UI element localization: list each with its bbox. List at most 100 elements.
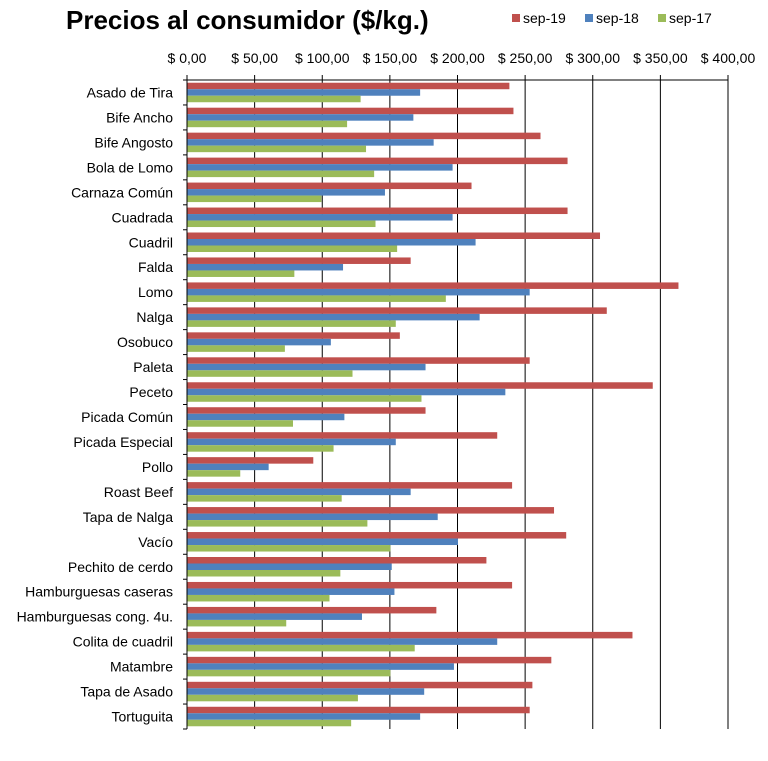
bar-sep-19-1 <box>187 107 514 115</box>
bar-sep-17-1 <box>187 120 348 128</box>
category-label: Falda <box>138 259 173 275</box>
bar-sep-17-15 <box>187 470 241 477</box>
bar-sep-18-15 <box>187 463 269 471</box>
legend-swatch-sep-18 <box>585 14 593 22</box>
x-tick-label: $ 50,00 <box>231 50 278 66</box>
chart-title: Precios al consumidor ($/kg.) <box>66 5 429 35</box>
bar-sep-19-8 <box>187 282 679 289</box>
bar-sep-17-14 <box>187 445 334 452</box>
bar-sep-19-4 <box>187 182 472 190</box>
bar-sep-18-13 <box>187 413 345 421</box>
category-label: Nalga <box>136 309 173 325</box>
bar-sep-18-25 <box>187 713 421 720</box>
category-label: Pechito de cerdo <box>68 559 173 575</box>
category-label: Osobuco <box>117 334 173 350</box>
bar-sep-19-22 <box>187 631 633 639</box>
category-label: Tapa de Nalga <box>83 509 174 525</box>
category-label: Bife Angosto <box>94 134 173 150</box>
bar-sep-19-25 <box>187 706 530 714</box>
bar-sep-18-3 <box>187 164 453 171</box>
bar-sep-17-21 <box>187 619 287 627</box>
bar-sep-19-14 <box>187 432 498 439</box>
bar-sep-18-6 <box>187 239 476 246</box>
bar-sep-18-0 <box>187 89 421 96</box>
category-label: Asado de Tira <box>87 84 174 100</box>
category-label: Pollo <box>142 459 173 475</box>
bar-sep-17-8 <box>187 295 446 302</box>
bar-sep-19-2 <box>187 132 541 140</box>
bar-sep-17-0 <box>187 95 361 103</box>
x-tick-label: $ 200,00 <box>430 50 485 66</box>
bar-sep-17-11 <box>187 370 353 377</box>
bar-sep-18-23 <box>187 663 454 670</box>
bar-sep-17-5 <box>187 220 376 228</box>
bar-sep-18-4 <box>187 189 385 196</box>
category-labels: Asado de Tira Bife Ancho Bife Angosto Bola … <box>17 84 174 724</box>
category-label: Vacío <box>138 534 173 550</box>
bar-sep-17-2 <box>187 145 367 153</box>
bar-sep-18-20 <box>187 588 395 595</box>
bar-sep-17-17 <box>187 520 368 527</box>
bar-sep-19-18 <box>187 532 567 539</box>
x-tick-label: $ 400,00 <box>701 50 756 66</box>
bar-sep-18-2 <box>187 139 434 146</box>
bar-sep-19-24 <box>187 681 533 689</box>
x-tick-label: $ 250,00 <box>498 50 553 66</box>
bar-sep-19-5 <box>187 207 568 215</box>
x-tick-label: $ 300,00 <box>566 50 621 66</box>
category-label: Bola de Lomo <box>87 159 174 175</box>
bar-sep-19-13 <box>187 407 426 414</box>
bar-sep-17-22 <box>187 644 415 652</box>
x-tick-label: $ 0,00 <box>168 50 207 66</box>
category-label: Carnaza Común <box>71 184 173 200</box>
category-label: Colita de cuadril <box>73 634 173 650</box>
category-label: Matambre <box>110 659 173 675</box>
bar-sep-19-0 <box>187 82 510 90</box>
bar-sep-17-24 <box>187 694 358 702</box>
bar-sep-19-19 <box>187 557 487 564</box>
bar-sep-18-5 <box>187 214 453 221</box>
bar-sep-18-22 <box>187 638 498 645</box>
bar-sep-17-10 <box>187 345 285 352</box>
category-label: Picada Común <box>81 409 173 425</box>
bar-sep-18-8 <box>187 288 530 296</box>
category-label: Peceto <box>129 384 173 400</box>
bar-sep-19-17 <box>187 507 555 514</box>
bar-sep-17-6 <box>187 245 398 252</box>
bar-sep-17-7 <box>187 270 295 277</box>
bar-sep-17-9 <box>187 320 396 327</box>
bar-sep-19-12 <box>187 382 653 389</box>
bar-sep-19-11 <box>187 357 530 364</box>
x-tick-label: $ 150,00 <box>363 50 418 66</box>
bar-sep-18-14 <box>187 438 396 446</box>
bar-sep-17-25 <box>187 719 352 727</box>
x-axis-ticks: $ 0,00 $ 50,00 $ 100,00 $ 150,00 $ 200,00 $ 2… <box>168 50 756 66</box>
x-tick-label: $ 350,00 <box>633 50 688 66</box>
bar-sep-18-24 <box>187 688 425 695</box>
legend-label: sep-19 <box>523 10 566 26</box>
bar-sep-19-6 <box>187 232 601 239</box>
category-label: Picada Especial <box>73 434 173 450</box>
legend-label: sep-17 <box>669 10 712 26</box>
bar-sep-17-18 <box>187 545 391 552</box>
bar-sep-18-19 <box>187 563 392 570</box>
bar-sep-18-12 <box>187 388 506 396</box>
bar-sep-17-20 <box>187 594 330 602</box>
bar-sep-19-23 <box>187 656 552 664</box>
bar-sep-18-16 <box>187 488 411 496</box>
category-label: Tapa de Asado <box>80 684 173 700</box>
category-label: Tortuguita <box>112 709 174 725</box>
bar-sep-19-3 <box>187 157 568 165</box>
bar-sep-18-17 <box>187 513 438 521</box>
category-label: Roast Beef <box>104 484 173 500</box>
bar-sep-18-11 <box>187 363 426 371</box>
bar-sep-18-21 <box>187 613 362 620</box>
bar-sep-19-10 <box>187 332 400 339</box>
bar-sep-17-23 <box>187 669 391 677</box>
bar-sep-19-20 <box>187 581 513 589</box>
category-label: Cuadrada <box>112 209 174 225</box>
bar-sep-17-3 <box>187 170 375 178</box>
bar-sep-19-16 <box>187 482 513 489</box>
category-label: Lomo <box>138 284 173 300</box>
